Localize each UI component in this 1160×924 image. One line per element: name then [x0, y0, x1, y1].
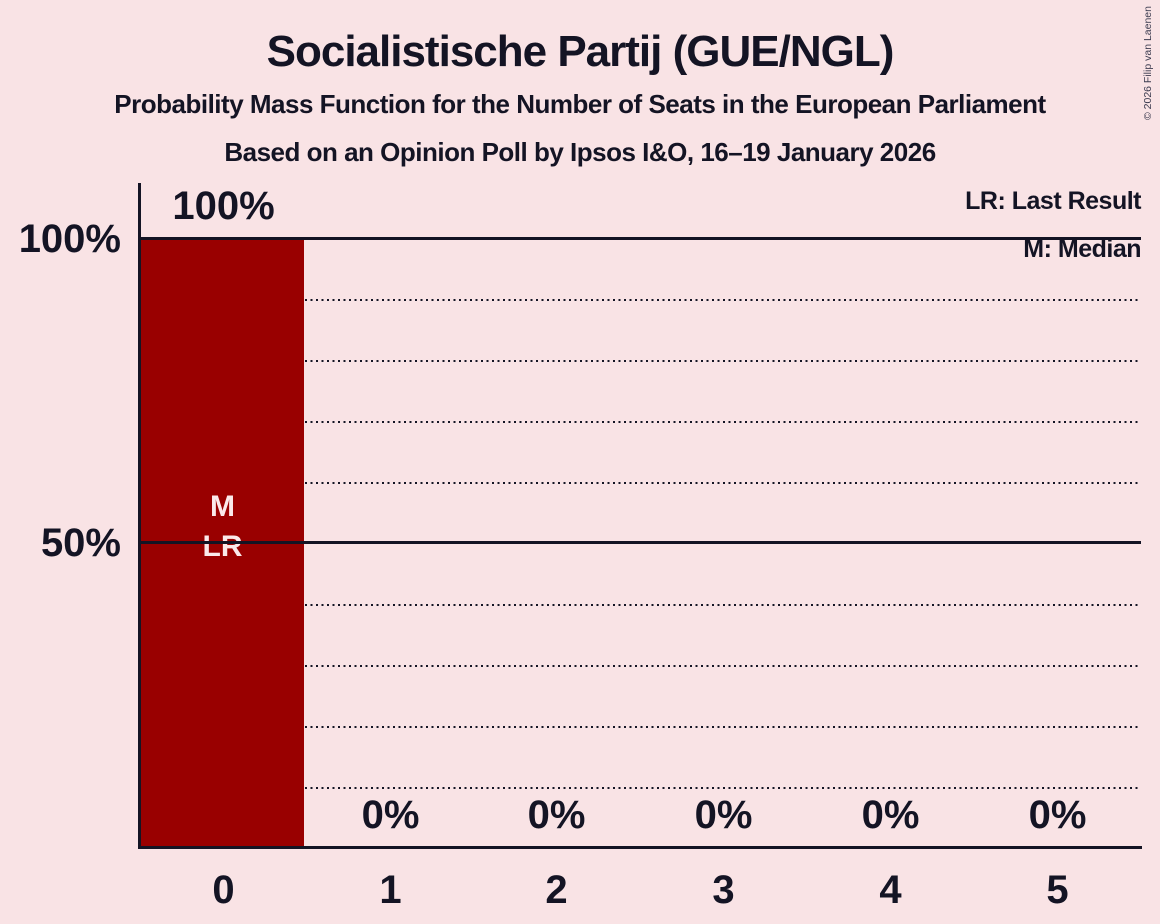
x-tick-2: 2: [545, 868, 568, 912]
gridline-90: [140, 299, 1141, 301]
value-label-seats-4: 0%: [861, 793, 920, 837]
value-label-seats-0: 100%: [172, 184, 275, 228]
x-tick-5: 5: [1046, 868, 1069, 912]
x-tick-3: 3: [712, 868, 735, 912]
y-axis: [138, 183, 141, 849]
value-label-seats-1: 0%: [361, 793, 420, 837]
y-axis-label-50: 50%: [40, 521, 121, 565]
legend-last-result: LR: Last Result: [965, 187, 1141, 215]
poll-source-line: Based on an Opinion Poll by Ipsos I&O, 1…: [224, 137, 936, 167]
page-title: Socialistische Partij (GUE/NGL): [266, 27, 895, 76]
gridline-30: [140, 665, 1141, 667]
gridline-40: [140, 604, 1141, 606]
value-label-seats-2: 0%: [527, 793, 586, 837]
x-axis: [138, 846, 1142, 849]
gridline-60: [140, 482, 1141, 484]
y-axis-label-100: 100%: [18, 217, 121, 261]
gridline-10: [140, 787, 1141, 789]
chart-subtitle: Probability Mass Function for the Number…: [114, 89, 1046, 119]
last-result-marker: LR: [202, 530, 243, 563]
gridline-20: [140, 726, 1141, 728]
x-tick-1: 1: [379, 868, 402, 912]
x-tick-4: 4: [879, 868, 902, 912]
median-marker: M: [210, 490, 235, 523]
gridline-80: [140, 360, 1141, 362]
value-label-seats-3: 0%: [694, 793, 753, 837]
copyright-notice: © 2026 Filip van Laenen: [1142, 6, 1154, 120]
gridline-50: [140, 541, 1141, 544]
value-label-seats-5: 0%: [1028, 793, 1087, 837]
gridline-100: [140, 237, 1141, 240]
gridline-70: [140, 421, 1141, 423]
x-tick-0: 0: [212, 868, 235, 912]
bar-annotation-block: M LR: [141, 487, 304, 567]
